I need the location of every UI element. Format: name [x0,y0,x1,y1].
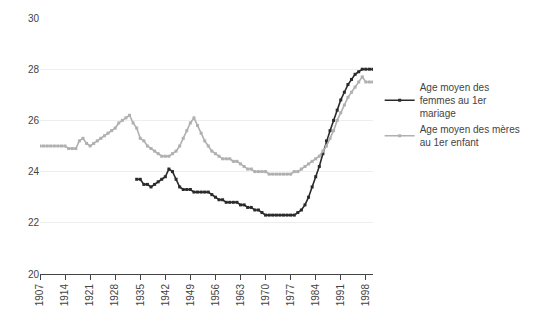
svg-text:1977: 1977 [285,284,296,307]
svg-text:20: 20 [28,269,40,280]
svg-text:1963: 1963 [235,284,246,307]
svg-text:Age moyen des mèresau 1er enfa: Age moyen des mèresau 1er enfant [420,124,520,148]
svg-text:26: 26 [28,115,40,126]
svg-text:1935: 1935 [135,284,146,307]
svg-text:1921: 1921 [84,284,95,307]
svg-text:1914: 1914 [59,284,70,307]
svg-text:30: 30 [28,13,40,24]
svg-text:1991: 1991 [335,284,346,307]
svg-text:1998: 1998 [360,284,371,307]
svg-text:1949: 1949 [185,284,196,307]
svg-text:22: 22 [28,217,40,228]
svg-text:1942: 1942 [160,284,171,307]
svg-text:1984: 1984 [310,284,321,307]
svg-text:1928: 1928 [109,284,120,307]
svg-text:1907: 1907 [34,284,45,307]
svg-text:24: 24 [28,166,40,177]
svg-text:1970: 1970 [260,284,271,307]
svg-text:1956: 1956 [210,284,221,307]
svg-text:28: 28 [28,64,40,75]
svg-text:Age moyen desfemmes au 1ermari: Age moyen desfemmes au 1ermariage [420,82,490,119]
